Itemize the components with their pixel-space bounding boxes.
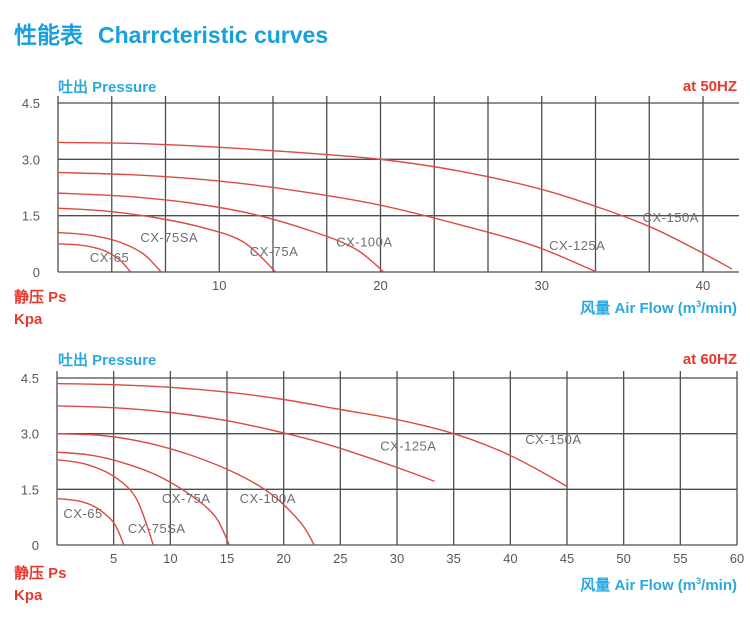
chart-60hz-xaxis-title: 风量 Air Flow (m3/min) [580,574,737,595]
x-tick-label: 45 [560,551,574,566]
x-tick-label: 55 [673,551,687,566]
chart-60hz-yaxis-title-line1: 静压 Ps [14,565,67,582]
curve-CX-65 [56,497,125,546]
y-tick-label: 3.0 [22,152,40,167]
chart-60hz-xaxis-title-unit: /min) [701,577,737,594]
curve-CX-100A [57,192,385,273]
x-tick-label: 10 [163,551,177,566]
y-tick-label: 1.5 [22,209,40,224]
chart-60hz-xaxis-title-sup: 3 [696,576,702,586]
chart-60hz: 0 1.5 3.0 4.5 5 10 15 20 25 30 35 40 45 50 55 60 CX-65 CX… [21,371,744,566]
page-title: 性能表 Charrcteristic curves [14,16,328,50]
chart-50hz-xaxis-title-unit: /min) [701,300,737,317]
x-tick-label: 10 [212,278,226,293]
curve-label-CX-100A: CX-100A [336,234,392,249]
x-tick-label: 30 [390,551,404,566]
x-tick-label: 20 [276,551,290,566]
curve-CX-125A [56,405,435,482]
x-tick-label: 40 [696,278,710,293]
x-tick-label: 20 [373,278,387,293]
chart-50hz-yaxis-title: 静压 Ps Kpa [14,287,67,331]
chart-50hz-xaxis-title-sup: 3 [696,299,702,309]
chart-60hz-pressure-label: 吐出 Pressure [58,352,157,369]
curve-label-CX-150A: CX-150A [525,432,581,447]
chart-50hz-xaxis-title: 风量 Air Flow (m3/min) [580,297,737,318]
curve-CX-75A [57,207,277,273]
chart-60hz-freq-label: at 60HZ [682,351,737,368]
curve-CX-100A [56,432,315,546]
curve-CX-65 [57,243,132,273]
chart-50hz-freq-label: at 50HZ [682,78,737,95]
chart-60hz-xaxis-title-text: 风量 Air Flow (m [580,577,697,594]
curve-CX-150A [56,382,568,488]
x-tick-label: 25 [333,551,347,566]
curve-CX-75A [56,451,230,546]
chart-50hz: 0 1.5 3.0 4.5 10 20 30 40 CX-65 CX-75SA CX-75A CX-1… [22,96,739,293]
y-tick-label: 0 [32,538,39,553]
curve-label-CX-125A: CX-125A [549,238,605,253]
chart-60hz-yaxis-title: 静压 Ps Kpa [14,563,67,607]
curve-label-CX-75SA: CX-75SA [140,230,198,245]
y-tick-label: 4.5 [22,96,40,111]
curve-CX-150A [57,141,733,270]
x-tick-label: 35 [446,551,460,566]
curve-label-CX-65: CX-65 [90,250,129,265]
curve-CX-75SA [57,231,162,273]
chart-50hz-yaxis-title-line2: Kpa [14,311,43,328]
curve-label-CX-100A: CX-100A [240,491,296,506]
x-tick-label: 15 [220,551,234,566]
curve-label-CX-75A: CX-75A [250,244,299,259]
curve-label-CX-125A: CX-125A [380,438,436,453]
x-tick-label: 60 [730,551,744,566]
page-title-en: Charrcteristic curves [98,22,329,48]
chart-50hz-yaxis-title-line1: 静压 Ps [14,289,67,306]
chart-50hz-pressure-label: 吐出 Pressure [58,79,157,96]
curve-label-CX-75A: CX-75A [162,491,211,506]
x-tick-label: 5 [110,551,117,566]
y-tick-label: 1.5 [21,482,39,497]
curve-CX-75SA [56,458,154,546]
x-tick-label: 40 [503,551,517,566]
curve-CX-125A [57,171,597,273]
y-tick-label: 4.5 [21,371,39,386]
x-tick-label: 50 [616,551,630,566]
page-title-cn: 性能表 [14,22,83,48]
chart-60hz-yaxis-title-line2: Kpa [14,587,43,604]
curve-label-CX-65: CX-65 [63,506,102,521]
y-tick-label: 0 [33,265,40,280]
y-tick-label: 3.0 [21,427,39,442]
chart-50hz-xaxis-title-text: 风量 Air Flow (m [580,300,697,317]
x-tick-label: 30 [535,278,549,293]
curve-label-CX-75SA: CX-75SA [128,521,186,536]
curve-label-CX-150A: CX-150A [643,210,699,225]
